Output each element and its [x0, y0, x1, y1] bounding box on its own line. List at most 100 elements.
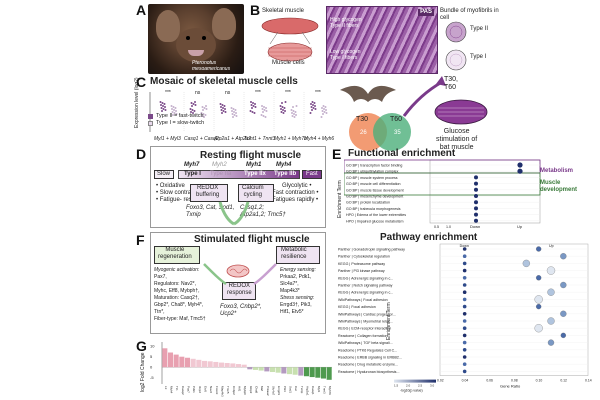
pathway-col-up: Up — [549, 244, 554, 248]
dotplot-point-type-i — [294, 111, 297, 113]
fc-gene-label: Slc4a7 — [272, 386, 276, 396]
enrichment-dot-down — [474, 181, 478, 186]
type-iia-bar-label: Type IIa — [210, 171, 232, 177]
fc-gene-label: Pdk1 — [192, 386, 196, 393]
dotplot-point-type-ii — [224, 108, 226, 110]
enrichment-term-label: GO:BP | muscle system process — [346, 176, 398, 180]
dotplot-point-type-ii — [281, 102, 283, 104]
pathway-x-tick: 0.02 — [437, 379, 444, 383]
dotplot-point-type-ii — [191, 109, 194, 111]
dotplot-point-type-i — [175, 110, 177, 112]
enrichment-dot-down — [474, 200, 478, 205]
venn-diagram — [349, 113, 411, 151]
dotplot-point-type-i — [234, 109, 237, 111]
enrichment-x-tick: 0.5 — [434, 225, 439, 229]
dotplot-point-type-ii — [310, 103, 312, 105]
pathway-dot-down — [462, 290, 467, 294]
gene-pair-label: Myl1 + Myl3 — [154, 136, 181, 142]
fc-gene-label: Cat — [294, 386, 298, 391]
panel-label-b: B — [250, 2, 261, 18]
pathway-dot-down — [462, 268, 467, 273]
whole-muscle — [261, 17, 319, 35]
fc-y-tick: 5 — [150, 354, 153, 359]
fc-bar — [292, 367, 298, 375]
panel-label-g: G — [136, 338, 147, 354]
panel-label-d: D — [136, 146, 147, 162]
dotplot-point-type-ii — [250, 101, 252, 103]
flying-bat-silhouette — [340, 85, 396, 102]
enrichment-term-label: HPO | Edema of the lower extremities — [346, 213, 406, 217]
dotplot-point-type-i — [230, 107, 233, 109]
fc-gene-label: Txnip — [300, 386, 304, 394]
dotplot-point-type-i — [202, 113, 205, 115]
pathway-dot-up — [534, 295, 543, 304]
dotplot-point-type-ii — [311, 109, 313, 111]
dotplot-point-type-ii — [312, 107, 315, 109]
legend-type-i: Type I = slow-twitch — [156, 120, 205, 126]
bat-mouth — [188, 50, 204, 56]
dotplot-point-type-i — [204, 114, 207, 116]
dotplot-point-type-ii — [280, 108, 282, 110]
pathway-dot-up — [560, 281, 567, 289]
myh4-label: Myh4 — [276, 162, 292, 168]
dotplot-point-type-i — [323, 111, 326, 113]
pathway-x-tick: 0.10 — [536, 379, 543, 383]
pathway-colorbar — [394, 379, 436, 383]
enrichment-dot-down — [474, 194, 478, 198]
fc-gene-label: Etv5 — [204, 386, 208, 392]
regen-gene-line: Pax7, — [154, 274, 167, 280]
enrichment-dot-down — [474, 187, 478, 192]
dotplot-point-type-ii — [221, 112, 223, 114]
redox-buffering-label: REDOX buffering — [196, 185, 220, 198]
metabolic-gene-line: Stress sensing: — [280, 295, 315, 301]
panel-e-ylabel: Enrichment Term — [337, 180, 343, 218]
pathway-dot-down — [462, 355, 467, 359]
fc-bar — [264, 367, 270, 372]
dotplot-point-type-i — [232, 108, 235, 110]
dotplot-point-type-ii — [222, 110, 225, 112]
fc-bar — [258, 367, 264, 371]
dotplot-point-type-i — [322, 105, 325, 107]
pathway-term-label: WikiPathways | Myometrial relax... — [338, 320, 393, 324]
type-i-fiber — [445, 49, 467, 71]
panel-label-a: A — [136, 2, 147, 18]
pathway-dot-up — [522, 259, 530, 268]
fc-bar — [213, 361, 219, 368]
dotplot-point-type-ii — [282, 112, 285, 114]
panel-d-title: Resting flight muscle — [200, 150, 302, 161]
dotplot-point-type-ii — [220, 106, 222, 108]
fc-bar — [201, 360, 208, 368]
dotplot-point-type-i — [295, 105, 298, 107]
dotplot-point-type-i — [173, 109, 175, 111]
fc-gene-label: Myl1 — [317, 386, 321, 393]
dotplot-point-type-i — [231, 110, 233, 112]
fc-gene-label: Errgd3 — [277, 386, 281, 395]
fc-gene-label: Map4k3 — [221, 386, 225, 397]
enrichment-term-label: GO:BP | trabecula morphogenesis — [346, 207, 401, 211]
fc-gene-label: Mybph — [243, 386, 247, 395]
pathway-dot-down — [462, 362, 467, 366]
dotplot-point-type-i — [233, 114, 236, 116]
pathway-term-label: WikiPathways | TGF beta signali... — [338, 341, 393, 345]
dotplot-point-type-i — [324, 106, 327, 108]
fc-bar — [241, 364, 247, 368]
species-name: Pteronotus mesoamericanus — [192, 60, 231, 72]
pathway-dot-down — [462, 297, 467, 302]
dotplot-point-type-i — [174, 107, 177, 109]
pathway-dot-down — [462, 369, 467, 374]
myh7-label: Myh7 — [184, 162, 200, 168]
dotplot-point-type-i — [203, 116, 205, 118]
stimulated-arrows — [203, 263, 277, 286]
enrichment-term-label: GO:BP | mesenchyme development — [346, 195, 403, 199]
pathway-term-label: KEGG | ECM-receptor interaction — [338, 327, 391, 331]
calcium-cycling-box — [238, 184, 274, 202]
slow-label: Slow — [157, 171, 171, 177]
dotplot-point-type-i — [171, 108, 173, 110]
fc-gene-label: L3 — [164, 386, 168, 390]
fc-gene-label: Pax7 — [187, 386, 191, 393]
pathway-term-label: KEGG | Adrenergic signaling in c... — [338, 291, 393, 295]
stimulation-arrow — [402, 76, 446, 117]
dotplot-point-type-ii — [313, 102, 316, 104]
myh1-label: Myh1 — [246, 162, 262, 168]
dotplot-point-type-ii — [314, 105, 316, 107]
